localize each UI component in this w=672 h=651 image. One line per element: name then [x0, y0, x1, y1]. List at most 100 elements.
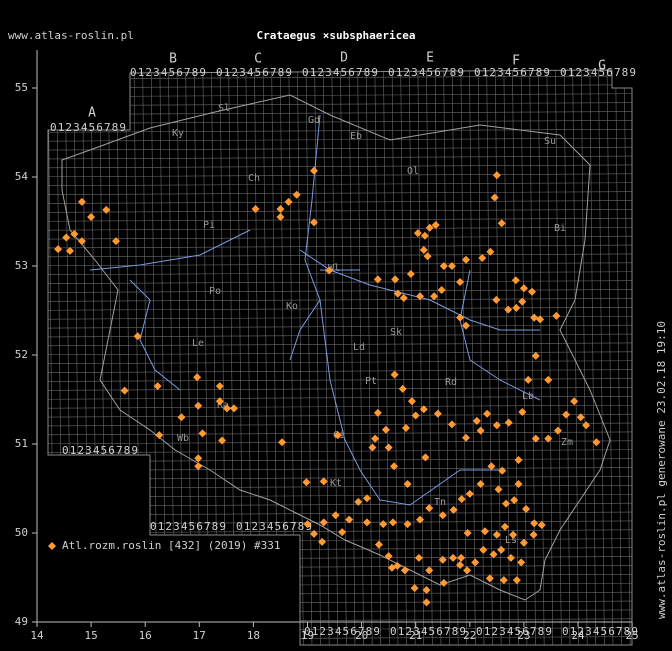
- grid-line: [297, 70, 304, 645]
- grid-digits: 0123456789: [476, 625, 552, 638]
- record-marker: [462, 433, 471, 442]
- y-tick-label: 51: [15, 437, 28, 450]
- region-label: Bi: [554, 223, 566, 234]
- x-tick-label: 22: [463, 629, 476, 642]
- record-marker: [422, 598, 431, 607]
- grid-line: [48, 75, 632, 80]
- grid-line: [219, 70, 227, 645]
- record-marker: [537, 520, 546, 529]
- grid-line: [391, 70, 399, 645]
- grid-line: [211, 70, 218, 645]
- river: [89, 114, 541, 506]
- x-tick-label: 14: [30, 629, 44, 642]
- grid-line: [262, 70, 270, 645]
- grid-line: [434, 70, 442, 645]
- grid-line: [520, 70, 528, 645]
- grid-line: [400, 70, 407, 645]
- record-marker: [419, 245, 428, 254]
- region-label: Wl: [328, 263, 340, 274]
- grid-line: [598, 70, 605, 645]
- grid-line: [193, 70, 201, 645]
- grid-line: [340, 70, 347, 645]
- record-marker: [492, 421, 501, 430]
- grid-line: [48, 449, 632, 454]
- grid-line: [589, 70, 597, 645]
- grid-digits: 0123456789: [562, 625, 638, 638]
- grid-line: [615, 70, 622, 645]
- record-marker: [371, 434, 380, 443]
- grid-line: [503, 70, 511, 645]
- country-border: [61, 94, 611, 601]
- record-marker: [325, 266, 334, 275]
- record-marker: [425, 566, 434, 575]
- grid-line: [48, 493, 632, 498]
- record-marker: [368, 443, 377, 452]
- record-marker: [319, 477, 328, 486]
- record-marker: [570, 397, 579, 406]
- grid-line: [443, 70, 450, 645]
- grid-line: [48, 102, 632, 106]
- grid-line: [48, 458, 632, 462]
- record-marker: [276, 205, 285, 214]
- x-tick-label: 19: [301, 629, 314, 642]
- record-marker: [485, 574, 494, 583]
- record-marker: [388, 518, 397, 527]
- grid-line: [563, 70, 571, 645]
- record-marker: [384, 552, 393, 561]
- record-marker: [133, 332, 142, 341]
- record-marker: [492, 295, 501, 304]
- record-marker: [512, 303, 521, 312]
- grid-line: [48, 387, 632, 391]
- x-tick-label: 24: [571, 629, 585, 642]
- grid-digits: 0123456789: [560, 66, 636, 79]
- record-marker: [592, 438, 601, 447]
- grid-line: [236, 70, 244, 645]
- record-marker: [406, 270, 415, 279]
- record-marker: [457, 553, 466, 562]
- record-marker: [198, 429, 207, 438]
- grid-line: [133, 70, 141, 645]
- grid-line: [48, 395, 632, 400]
- grid-line: [150, 70, 158, 645]
- grid-line: [228, 70, 235, 645]
- record-marker: [438, 555, 447, 564]
- grid-line: [48, 333, 632, 338]
- grid-line: [48, 271, 632, 276]
- site-label: www.atlas-roslin.pl: [8, 29, 134, 42]
- grid-line: [417, 70, 425, 645]
- grid-line: [48, 324, 632, 329]
- record-marker: [354, 497, 363, 506]
- grid-letter: E: [426, 51, 434, 66]
- region-label: Ol: [407, 166, 419, 177]
- record-marker: [497, 545, 506, 554]
- grid-line: [460, 70, 468, 645]
- grid-line: [48, 422, 632, 427]
- grid-line: [48, 209, 632, 213]
- region-label: Sk: [390, 327, 402, 338]
- record-marker: [497, 219, 506, 228]
- grid-line: [48, 511, 632, 516]
- region-label: Pt: [365, 376, 377, 387]
- grid-line: [48, 280, 632, 284]
- record-marker: [514, 456, 523, 465]
- record-marker: [504, 305, 513, 314]
- record-marker: [509, 530, 518, 539]
- record-marker: [215, 382, 224, 391]
- grid-line: [116, 70, 124, 645]
- record-marker: [504, 418, 513, 427]
- grid-line: [48, 369, 632, 373]
- record-marker: [494, 485, 503, 494]
- x-tick-label: 20: [355, 629, 368, 642]
- record-marker: [77, 197, 86, 206]
- grid-digits: 0123456789: [304, 625, 380, 638]
- grid-line: [408, 70, 416, 645]
- record-marker: [449, 505, 458, 514]
- record-marker: [512, 576, 521, 585]
- grid-line: [48, 609, 632, 614]
- record-marker: [276, 213, 285, 222]
- grid-line: [48, 306, 632, 311]
- record-marker: [531, 351, 540, 360]
- record-marker: [476, 426, 485, 435]
